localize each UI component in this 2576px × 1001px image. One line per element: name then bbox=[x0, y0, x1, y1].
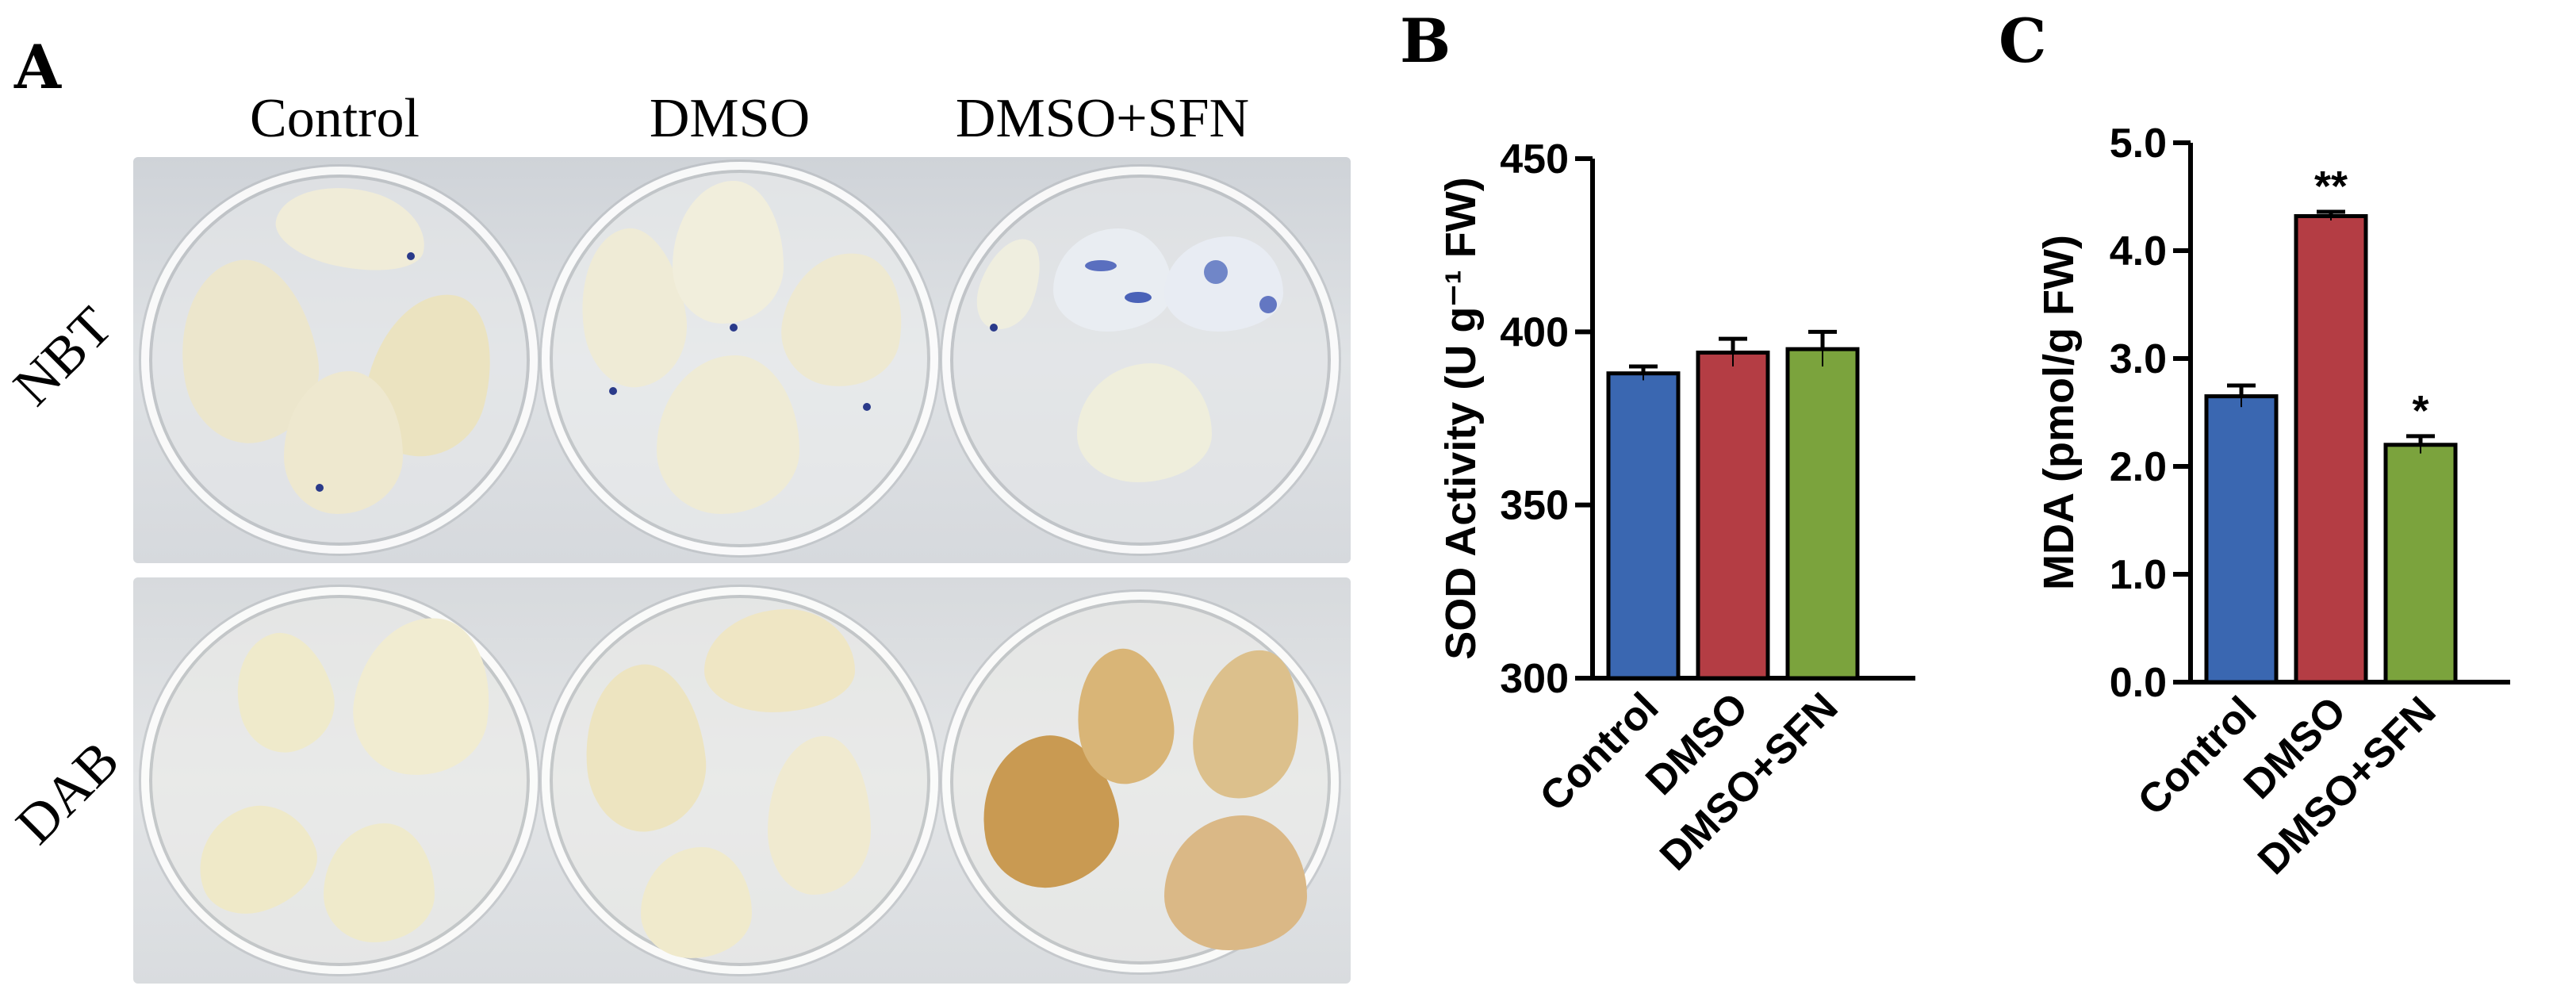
y-tick-label: 5.0 bbox=[2110, 121, 2167, 167]
y-axis-title: MDA (pmol/g FW) bbox=[2035, 235, 2083, 590]
dab-photo bbox=[133, 577, 1351, 984]
nbt-stain-spot bbox=[990, 324, 998, 332]
y-axis-title: SOD Activity (U g⁻¹ FW) bbox=[1437, 177, 1485, 659]
y-tick-label: 2.0 bbox=[2110, 444, 2167, 490]
nbt-stain-spot bbox=[407, 252, 415, 260]
nbt-stain-spot bbox=[863, 403, 871, 411]
nbt-dmso-sfn-leaf bbox=[1053, 228, 1172, 332]
y-tick-label: 1.0 bbox=[2110, 552, 2167, 598]
column-label-control: Control bbox=[250, 88, 420, 149]
nbt-dmso-leaf bbox=[673, 181, 784, 324]
bar bbox=[1785, 347, 1860, 681]
panel-b-letter: B bbox=[1400, 6, 1451, 76]
nbt-dmso-sfn-dish bbox=[942, 167, 1339, 554]
nbt-stain-spot bbox=[1085, 260, 1117, 271]
nbt-dmso-leaf bbox=[657, 355, 799, 514]
y-tick-label: 0.0 bbox=[2110, 660, 2167, 706]
x-category-label: Control bbox=[1531, 684, 1668, 820]
y-tick-label: 4.0 bbox=[2110, 228, 2167, 274]
significance-label: ** bbox=[2314, 163, 2348, 210]
bar bbox=[1606, 371, 1681, 681]
x-category-label: Control bbox=[2129, 688, 2266, 824]
nbt-stain-spot bbox=[730, 324, 738, 332]
nbt-stain-spot bbox=[1204, 260, 1228, 284]
panel-a-letter: A bbox=[14, 32, 61, 102]
nbt-stain-spot bbox=[1259, 296, 1277, 313]
significance-label: * bbox=[2412, 387, 2428, 435]
nbt-dmso-sfn-leaf bbox=[1077, 363, 1212, 482]
bar bbox=[2383, 443, 2458, 685]
sod-activity-chart: 300 350 400 450 SOD Activity (U g⁻¹ FW) Contr… bbox=[1437, 136, 1915, 880]
y-tick-label: 3.0 bbox=[2110, 336, 2167, 382]
column-label-dmso: DMSO bbox=[649, 88, 811, 149]
y-tick-label: 400 bbox=[1500, 309, 1569, 355]
dab-dmso-leaf bbox=[768, 736, 871, 895]
dab-control-leaf bbox=[324, 823, 435, 942]
nbt-stain-spot bbox=[609, 387, 617, 395]
dab-dmso-leaf bbox=[641, 847, 752, 958]
bar bbox=[1696, 351, 1770, 681]
y-tick-label: 300 bbox=[1500, 656, 1569, 702]
nbt-stain-spot bbox=[316, 484, 324, 492]
column-label-dmso-sfn: DMSO+SFN bbox=[955, 88, 1250, 149]
mda-chart: 0.0 1.0 2.0 3.0 4.0 5.0 MDA (pmol/g FW) Control… bbox=[2035, 121, 2510, 884]
nbt-stain-spot bbox=[1125, 292, 1152, 303]
dab-dmso-leaf bbox=[704, 609, 855, 712]
dab-dmso-sfn-leaf bbox=[1164, 815, 1307, 950]
nbt-dmso-sfn-leaf bbox=[1164, 236, 1283, 332]
y-tick-label: 450 bbox=[1500, 136, 1569, 182]
nbt-control-leaf bbox=[284, 371, 403, 514]
bar bbox=[2294, 213, 2368, 685]
bar bbox=[2204, 394, 2279, 685]
y-tick-label: 350 bbox=[1500, 483, 1569, 529]
nbt-photo bbox=[133, 157, 1351, 563]
panel-c-letter: C bbox=[1999, 6, 2047, 76]
